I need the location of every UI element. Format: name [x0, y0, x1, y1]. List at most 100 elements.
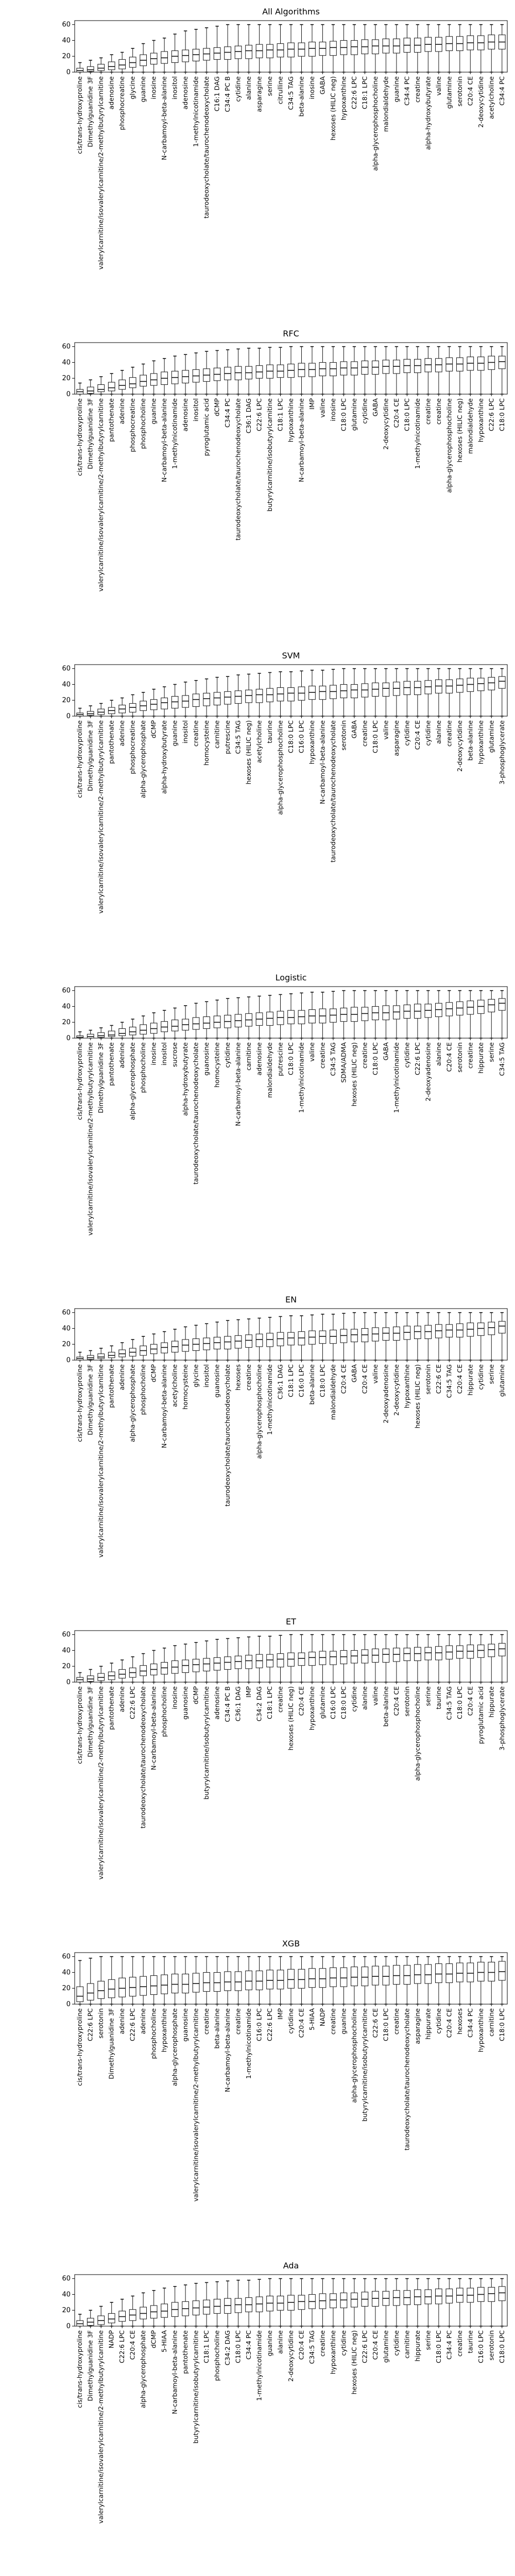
box-15 [234, 1319, 242, 1361]
y-tick-label: 0 [66, 69, 71, 76]
x-tick-label: 5-HIAA [160, 2330, 168, 2352]
x-tick-label: C18:0 LPC [339, 398, 347, 431]
x-tick-label: Dimethylguanidine 3F [108, 2008, 115, 2079]
box-17 [255, 24, 263, 73]
box-39 [488, 24, 495, 73]
box-25 [340, 2278, 348, 2327]
x-tick-label: phosphocholine [139, 1042, 147, 1093]
box-37 [467, 990, 474, 1039]
x-tick-label: adenine [118, 398, 126, 425]
box-28 [372, 2278, 379, 2327]
box-18 [266, 1317, 273, 1361]
x-tick-label: C18:1 LPC [360, 76, 368, 109]
x-tick-label: C18:0 LPC [456, 1686, 464, 1719]
x-tick-label: creatine [360, 1042, 368, 1069]
x-tick-label: butyrylcarnitine/isobutyrylcarnitine [360, 2008, 368, 2122]
x-tick-label: hexoses (HILIC neg) [350, 2330, 358, 2394]
box-27 [361, 1956, 369, 2005]
box-body [140, 375, 147, 387]
box-body [403, 1648, 411, 1661]
box-17 [255, 995, 263, 1039]
box-17 [255, 673, 263, 717]
x-tick-label: adenosine [213, 1686, 221, 1720]
box-body [319, 1968, 327, 1988]
x-tick-label: phosphocholine [160, 1686, 168, 1737]
box-body [498, 1643, 506, 1656]
box-2 [97, 376, 105, 395]
x-tick-label: carnitine [487, 2008, 495, 2037]
box-body [245, 1655, 252, 1669]
box-body [87, 1983, 94, 2001]
box-29 [382, 990, 390, 1039]
x-tick-label: adenine [118, 2008, 126, 2035]
x-tick-label: C18:1 LPC [277, 398, 284, 431]
box-21 [298, 1634, 305, 1683]
box-18 [266, 347, 273, 395]
boxplot-panel-7: Ada 0 20 40 60 cis/trans-hydroxyproline Dimeth… [62, 2261, 508, 2523]
box-body [97, 1032, 105, 1038]
box-34 [435, 668, 442, 717]
box-19 [277, 671, 284, 717]
box-body [351, 1329, 358, 1343]
box-body [361, 1649, 369, 1664]
box-body [488, 1643, 495, 1657]
x-tick-label: C16:0 LPC [297, 720, 305, 753]
y-tick-label: 20 [62, 53, 71, 60]
x-tick-label: adenine [118, 720, 126, 747]
box-21 [298, 346, 305, 395]
box-31 [403, 1634, 411, 1683]
box-body [118, 59, 126, 70]
x-tick-label: taurodeoxycholate/taurochenodeoxycholate [192, 1042, 200, 1184]
x-tick-label: alpha-hydroxybutyrate [181, 1042, 189, 1116]
x-tick-label: inosine [150, 1042, 158, 1065]
x-tick-label: 2-deoxycytidine [477, 76, 485, 128]
y-tick-label: 20 [62, 1985, 71, 1992]
box-body [308, 42, 316, 57]
box-16 [245, 1318, 252, 1361]
x-tick-label: hypoxanthine [477, 398, 485, 443]
x-tick-label: C18:1 LPC [202, 2330, 210, 2363]
chart-title: Logistic [276, 973, 307, 982]
x-tick-label: cytidine [360, 398, 368, 424]
box-3 [108, 1025, 115, 1039]
x-tick-label: inosine [308, 76, 316, 99]
box-1 [87, 1957, 94, 2005]
box-30 [393, 346, 400, 395]
x-tick-label: C22:6 LPC [129, 2008, 136, 2041]
box-3 [108, 54, 115, 73]
x-tick-label: taurodeoxycholate/taurochenodeoxycholate [234, 398, 242, 540]
box-22 [308, 1314, 316, 1361]
x-tick-label: 5-HIAA [308, 2008, 316, 2030]
x-tick-label: carnitine [213, 720, 221, 749]
x-tick-label: GABA [350, 1364, 358, 1383]
box-body [351, 40, 358, 55]
box-8 [161, 1648, 168, 1683]
x-tick-label: sucrose [171, 1042, 179, 1067]
box-body [498, 355, 506, 369]
box-body [361, 1967, 369, 1987]
box-27 [361, 990, 369, 1039]
box-19 [277, 2278, 284, 2327]
box-38 [477, 24, 485, 73]
box-28 [372, 24, 379, 73]
box-13 [213, 25, 221, 73]
x-tick-label: creatine [445, 720, 453, 747]
x-tick-label: hypoxanthine [329, 2330, 337, 2375]
boxplot-panel-0: All Algorithms 0 20 40 60 cis/trans-hydroxypr… [62, 7, 508, 269]
y-tick-label: 40 [62, 37, 71, 44]
x-tick-label: alpha-glycerophosphocholine [277, 720, 284, 815]
box-body [192, 1658, 200, 1672]
box-body [477, 677, 485, 691]
box-26 [351, 2278, 358, 2327]
box-body [498, 998, 506, 1011]
box-body [234, 2298, 242, 2313]
x-tick-label: guanosine [213, 1364, 221, 1398]
box-38 [477, 2278, 485, 2327]
box-39 [488, 2278, 495, 2327]
box-5 [129, 1956, 136, 2005]
box-body [213, 1972, 221, 1992]
box-body [351, 1650, 358, 1664]
box-28 [372, 1634, 379, 1683]
x-tick-label: C34:5 TAG [234, 720, 242, 754]
x-tick-label: taurine [466, 2330, 474, 2353]
